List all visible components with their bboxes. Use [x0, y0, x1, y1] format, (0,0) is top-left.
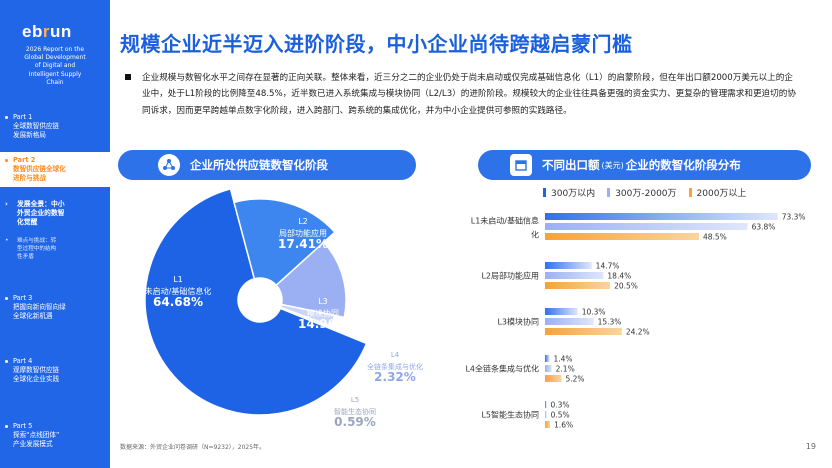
label-l3-text: 模块协同 [307, 308, 339, 318]
bar [545, 375, 562, 382]
label-l2-text: 局部功能应用 [279, 228, 327, 238]
bar-value-label: 18.4% [607, 272, 631, 281]
bullet-icon [5, 116, 8, 119]
bar-value-label: 73.3% [782, 213, 806, 222]
bar-value-label: 0.5% [551, 411, 570, 420]
nav-sub-active[interactable]: › 发展全景：中小 外贸企业的数智 化觉醒 [5, 200, 65, 226]
bullet-icon [125, 74, 131, 80]
data-source: 数据来源：外贸企业问卷调研（N=9232），2025年。 [120, 444, 266, 451]
nav-part-2[interactable]: Part 2 数智供应链全球化 进阶与挑战 [0, 152, 110, 187]
bar-value-label: 24.2% [626, 328, 650, 337]
category-label: L3模块协同 [497, 317, 539, 327]
bar [545, 213, 778, 220]
bar-legend: 300万以内 300万-2000万 2000万以上 [543, 186, 746, 199]
sidebar: ebrun 2026 Report on the Global Developm… [0, 0, 110, 468]
bar-chart-title-pre: 不同出口额 [542, 158, 600, 172]
pie-chart-title: 企业所处供应链数智化阶段 [190, 158, 328, 172]
report-title: 2026 Report on the Global Development of… [24, 46, 86, 86]
bar-value-label: 14.7% [596, 262, 620, 271]
bar [545, 318, 594, 325]
bar-value-label: 0.3% [551, 401, 570, 410]
bar-chart-title-unit: (美元) [601, 160, 624, 170]
bullet-icon [5, 297, 8, 300]
bullet-icon: • [5, 237, 9, 244]
bar-chart: L1未启动/基础信息化73.3%63.8%48.5%L2局部功能应用14.7%1… [465, 213, 806, 430]
bullet-icon [5, 360, 8, 363]
bar-value-label: 1.4% [553, 355, 572, 364]
label-l1-text: 未启动/基础信息化 [145, 286, 212, 296]
bar [545, 421, 551, 428]
bar [545, 233, 699, 240]
label-l4-text: L4 [391, 351, 400, 359]
bar-value-label: 20.5% [614, 282, 638, 291]
bar [545, 411, 547, 418]
bar [545, 223, 748, 230]
bar-value-label: 10.3% [582, 308, 606, 317]
brand-logo: ebrun [22, 22, 72, 41]
legend-item-2: 300万-2000万 [607, 186, 677, 199]
bar [545, 262, 592, 269]
bar [545, 328, 622, 335]
label-l4-text: 全链条集成与优化 [367, 362, 423, 371]
nav-sub-next[interactable]: • 难点与挑战：转 型过程中的结构 性矛盾 [5, 237, 57, 260]
bar [545, 308, 578, 315]
bar [545, 282, 611, 289]
chevron-right-icon: › [5, 200, 8, 208]
label-l1-text: L1 [173, 275, 183, 284]
label-l1-text: 64.68% [153, 295, 203, 309]
label-l4-text: 2.32% [374, 370, 416, 384]
bar-value-label: 5.2% [566, 375, 585, 384]
label-l3-text: 14.96% [298, 317, 348, 331]
bar-value-label: 2.1% [556, 365, 575, 374]
intro-paragraph: 企业规模与数智化水平之间存在显著的正向关联。整体来看，近三分之二的企业仍处于尚未… [142, 73, 796, 116]
network-icon [158, 154, 180, 176]
legend-item-1: 300万以内 [543, 186, 595, 199]
page-number: 19 [805, 442, 816, 451]
nav-part-4[interactable]: Part 4 观摩数智供应链 全球化企业实践 [0, 357, 110, 384]
bar [545, 355, 550, 362]
category-label: L4全链条集成与优化 [465, 364, 539, 374]
label-l3-text: L3 [318, 297, 328, 306]
legend-item-3: 2000万以上 [688, 186, 746, 199]
bar [545, 401, 547, 408]
page-title: 规模企业近半迈入进阶阶段，中小企业尚待跨越启蒙门槛 [120, 32, 633, 56]
bullet-icon [5, 425, 8, 428]
bar [545, 272, 604, 279]
bar-value-label: 1.6% [554, 421, 573, 430]
category-label: L1未启动/基础信息 [471, 216, 539, 226]
category-label: 化 [531, 230, 539, 240]
bar [545, 365, 552, 372]
label-l5-text: L5 [351, 396, 359, 404]
bar-chart-header: 不同出口额 (美元) 企业的数智化阶段分布 [478, 150, 811, 180]
bar-value-label: 15.3% [598, 318, 622, 327]
label-l5-text: 智能生态协同 [334, 407, 376, 416]
category-label: L2局部功能应用 [481, 271, 539, 281]
donut-hole [238, 278, 282, 322]
label-l2-text: 17.41% [278, 237, 328, 251]
bar-value-label: 48.5% [703, 233, 727, 242]
nav-part-1[interactable]: Part 1 全球数智供应链 发展新格局 [0, 113, 110, 140]
bar-value-label: 63.8% [752, 223, 776, 232]
bar-chart-title-post: 企业的数智化阶段分布 [625, 158, 741, 172]
pie-chart-header: 企业所处供应链数智化阶段 [118, 150, 416, 180]
label-l2-text: L2 [298, 217, 308, 226]
category-label: L5智能生态协同 [481, 410, 539, 420]
nav-part-5[interactable]: Part 5 探索“点线团体” 产业发展模式 [0, 422, 110, 449]
document-icon [510, 154, 532, 176]
label-l5-text: 0.59% [334, 415, 376, 429]
bullet-icon [5, 159, 8, 162]
nav-part-3[interactable]: Part 3 把握向新向智向绿 全球化新机遇 [0, 294, 110, 321]
